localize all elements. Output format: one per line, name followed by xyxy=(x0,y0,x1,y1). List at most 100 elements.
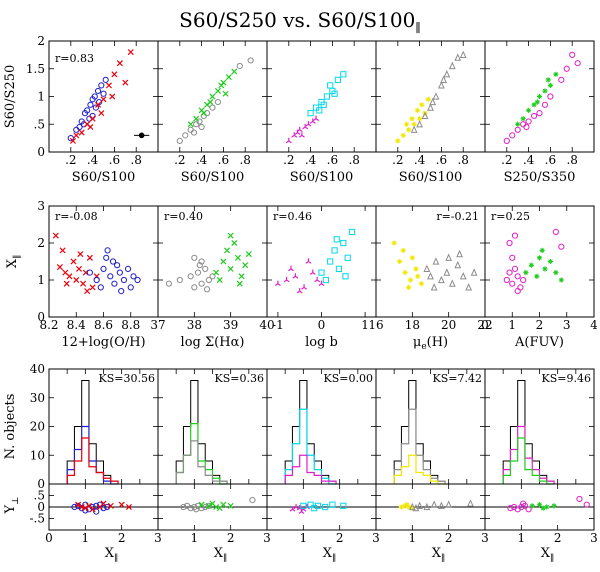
data-point-gray xyxy=(214,98,222,106)
axis-label-subscript: ∥ xyxy=(114,553,118,564)
data-point-gray xyxy=(416,119,423,128)
data-point-blue xyxy=(93,276,100,284)
data-point-yellow xyxy=(425,96,431,102)
correlation-label: r=0.25 xyxy=(491,210,530,223)
data-point-magenta xyxy=(314,276,321,283)
histogram-panel-5: KS=9.46 xyxy=(484,368,595,485)
axis-label-subscript: ∥ xyxy=(550,553,554,564)
x-tick-label: 38 xyxy=(187,318,202,332)
data-point-green xyxy=(545,77,551,83)
data-point-green xyxy=(225,74,232,81)
data-point-cyan xyxy=(323,93,331,100)
x-tick-label: 3 xyxy=(590,531,598,545)
data-point-magenta xyxy=(509,132,516,139)
axis-label-subscript: ∥ xyxy=(223,553,227,564)
data-point-gray xyxy=(198,123,205,131)
x-tick-label: 8.2 xyxy=(39,318,58,332)
figure-title: S60/S250 vs. S60/S100∥ xyxy=(179,8,421,35)
data-point-green xyxy=(209,500,216,507)
data-point-yellow xyxy=(400,132,406,138)
residual-panel-5: 1 2 3 X∥ xyxy=(484,483,598,564)
data-point-blue xyxy=(118,288,125,295)
data-point-blue xyxy=(86,269,93,276)
x-tick-label: 20 xyxy=(441,318,456,332)
data-point-red xyxy=(56,264,63,271)
data-point-cyan xyxy=(334,76,341,83)
scatter-panel-middle-4: 16 18 20 22 r=-0.21 μe(H) xyxy=(368,205,493,352)
x-tick-label: 39 xyxy=(223,318,238,332)
data-point-magenta xyxy=(289,506,296,512)
data-point-cyan xyxy=(311,505,318,512)
data-point-gray xyxy=(203,286,211,293)
data-point-green xyxy=(558,277,564,283)
data-point-red xyxy=(52,232,59,239)
data-point-gray xyxy=(196,118,203,125)
data-point-blue xyxy=(67,135,74,142)
x-tick-label: 1 xyxy=(508,318,516,332)
data-point-blue xyxy=(97,284,104,291)
data-point-gray xyxy=(187,273,194,280)
x-tick-label: -1 xyxy=(272,318,284,332)
data-point-green xyxy=(544,504,550,510)
data-point-blue xyxy=(94,87,102,95)
data-point-green xyxy=(231,68,238,75)
data-point-green xyxy=(227,232,234,239)
data-point-gray xyxy=(448,61,456,70)
y-tick-label: 2 xyxy=(37,236,45,250)
x-tick-label: .6 xyxy=(436,153,447,167)
data-point-green xyxy=(222,90,229,97)
data-point-gray xyxy=(200,112,207,120)
data-point-red xyxy=(111,71,118,78)
data-point-green xyxy=(520,116,526,122)
data-point-cyan xyxy=(348,228,356,236)
data-point-green xyxy=(213,269,220,276)
data-point-gray xyxy=(190,129,198,136)
data-point-magenta xyxy=(530,112,538,120)
data-point-magenta xyxy=(511,265,519,272)
data-point-magenta xyxy=(520,500,527,507)
x-axis-label: X∥ xyxy=(323,546,336,564)
y-axis-label: S60/S250 xyxy=(3,65,18,129)
data-point-yellow xyxy=(406,504,412,510)
data-point-magenta xyxy=(309,269,316,275)
scatter-panel-top-2: .2 .4 .6 .8 S60/S100 xyxy=(157,40,268,185)
data-point-magenta xyxy=(506,239,513,247)
correlation-label: r=0.83 xyxy=(55,52,94,65)
data-point-green xyxy=(551,503,557,509)
data-point-yellow xyxy=(414,107,421,113)
y-tick-label: .5 xyxy=(34,489,45,503)
data-point-cyan xyxy=(344,254,351,261)
data-point-gray xyxy=(196,262,203,269)
data-point-gray xyxy=(465,283,473,291)
data-point-green xyxy=(200,110,207,117)
data-point-magenta xyxy=(305,121,312,127)
data-point-red xyxy=(98,110,105,117)
x-tick-label: 2 xyxy=(554,531,562,545)
x-tick-label: .2 xyxy=(65,153,76,167)
histogram-gray xyxy=(175,440,228,484)
data-point-gray xyxy=(236,62,243,70)
x-tick-label: .6 xyxy=(109,153,120,167)
x-tick-label: 0 xyxy=(481,318,489,332)
data-point-gray xyxy=(429,97,437,106)
data-point-magenta xyxy=(569,51,576,58)
x-tick-label: 8.4 xyxy=(67,318,86,332)
x-tick-label: .2 xyxy=(392,153,403,167)
x-tick-label: .8 xyxy=(239,153,250,167)
data-point-green xyxy=(214,87,221,94)
x-axis-label: X∥ xyxy=(432,546,445,564)
histogram-red xyxy=(66,437,119,484)
x-tick-label: 22 xyxy=(477,318,492,332)
residual-panel-4: 1 2 3 X∥ xyxy=(375,483,489,564)
data-point-gray xyxy=(454,53,462,61)
data-point-gray xyxy=(432,92,440,100)
data-point-yellow xyxy=(402,270,408,276)
data-point-red xyxy=(69,137,77,144)
data-point-gray xyxy=(408,502,416,511)
data-point-cyan xyxy=(340,239,347,247)
x-axis-label: S60/S100 xyxy=(399,170,463,185)
data-point-gray xyxy=(180,503,187,511)
y-tick-label: 2 xyxy=(37,34,45,48)
data-point-magenta xyxy=(541,101,549,108)
data-point-magenta xyxy=(583,501,590,508)
